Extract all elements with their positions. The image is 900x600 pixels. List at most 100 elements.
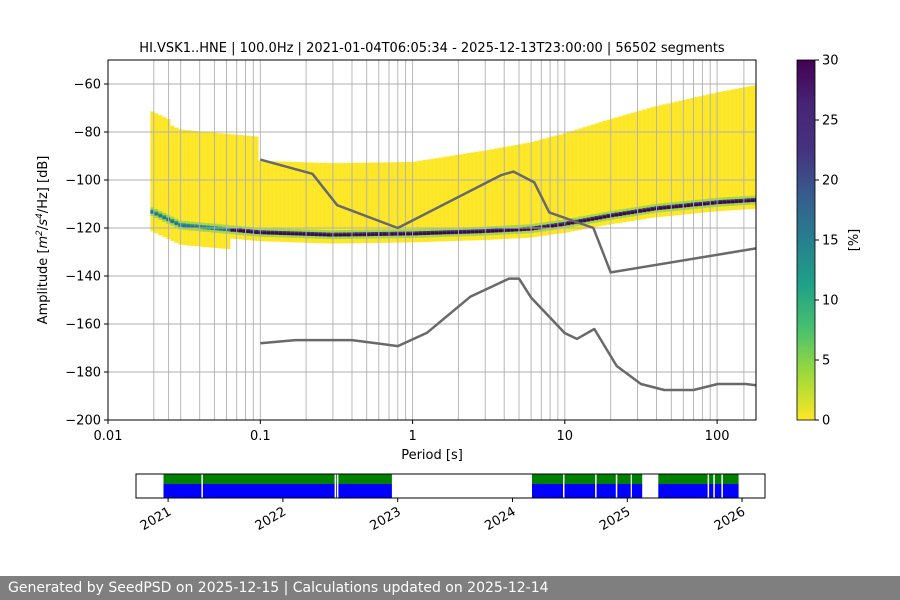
density-column	[354, 162, 359, 244]
coverage-gap	[713, 474, 715, 498]
density-mode	[250, 231, 255, 234]
grid-lines	[108, 60, 756, 420]
density-mode	[402, 233, 407, 236]
density-column	[474, 151, 479, 241]
density-mode	[582, 219, 587, 222]
density-mode	[618, 213, 623, 216]
density-column	[382, 162, 387, 243]
density-mode	[558, 224, 563, 226]
density-column	[246, 135, 251, 241]
y-tick-label: −160	[65, 318, 101, 333]
density-column	[330, 163, 335, 244]
density-mode	[434, 232, 439, 235]
density-column	[266, 161, 271, 242]
y-tick-label: −200	[65, 414, 101, 429]
density-mode	[238, 230, 243, 232]
density-mode	[190, 225, 195, 228]
density-mode	[366, 233, 371, 236]
x-tick-label: 1	[408, 429, 416, 444]
density-mode	[278, 232, 283, 235]
density-column	[514, 144, 519, 239]
density-column	[558, 134, 563, 234]
x-axis-ticks: 0.01 0.1 1 10 100	[94, 420, 730, 444]
density-column	[458, 154, 463, 241]
density-column	[602, 120, 607, 226]
density-mode	[354, 233, 359, 236]
density-mode	[726, 201, 731, 204]
density-column	[710, 93, 715, 212]
density-mode	[218, 228, 223, 231]
density-column	[746, 86, 751, 210]
density-mode	[510, 229, 515, 232]
density-mode	[306, 233, 311, 236]
density-column	[318, 162, 323, 244]
density-column	[606, 119, 611, 225]
coverage-gap	[707, 474, 710, 498]
density-column	[170, 125, 175, 241]
density-column	[590, 124, 595, 228]
density-column	[430, 158, 435, 242]
density-mode	[550, 225, 555, 228]
density-mode	[222, 228, 227, 231]
density-mode	[170, 220, 175, 223]
density-column	[702, 95, 707, 213]
density-mode	[450, 231, 455, 234]
density-mode	[506, 229, 511, 232]
density-mode	[458, 231, 463, 234]
density-column	[750, 85, 755, 210]
density-column	[294, 162, 299, 243]
density-column	[342, 163, 347, 244]
density-mode	[246, 230, 251, 233]
density-mode	[446, 231, 451, 234]
model-line-nhnm	[259, 158, 756, 274]
density-mode	[370, 233, 375, 236]
density-mode	[526, 228, 531, 231]
density-column	[698, 96, 703, 213]
density-mode	[630, 211, 635, 214]
density-column	[198, 131, 203, 247]
density-mode	[438, 232, 443, 235]
density-mode	[566, 222, 571, 225]
density-column	[674, 101, 679, 216]
density-column	[414, 161, 419, 243]
density-column	[218, 133, 223, 249]
density-column	[594, 123, 599, 227]
density-mode	[706, 202, 711, 205]
density-mode	[474, 230, 479, 233]
density-mode	[334, 234, 339, 237]
density-column	[538, 139, 543, 237]
density-column	[346, 163, 351, 244]
density-column	[686, 98, 691, 215]
density-mode	[198, 226, 203, 229]
y-tick-label: −180	[65, 366, 101, 381]
density-mode	[378, 233, 383, 236]
density-column	[254, 136, 259, 241]
density-mode	[746, 199, 751, 202]
density-mode	[406, 233, 411, 236]
density-column	[250, 136, 255, 241]
density-mode	[686, 204, 691, 207]
density-mode	[290, 232, 295, 235]
density-mode	[298, 233, 303, 236]
timeline-year-label: 2022	[253, 504, 289, 534]
density-mode	[710, 202, 715, 205]
density-mode	[714, 201, 719, 204]
density-column	[434, 158, 439, 242]
density-column	[570, 130, 575, 232]
density-mode	[678, 205, 683, 208]
density-column	[622, 115, 627, 223]
y-tick-label: −140	[65, 270, 101, 285]
chart-title: HI.VSK1..HNE | 100.0Hz | 2021-01-04T06:0…	[139, 41, 725, 56]
density-column	[194, 131, 199, 247]
density-column	[714, 92, 719, 212]
density-column	[646, 108, 651, 219]
coverage-bottom	[532, 484, 631, 498]
density-column	[734, 88, 739, 210]
density-mode	[346, 234, 351, 236]
density-mode	[722, 201, 727, 204]
density-column	[650, 107, 655, 218]
density-mode	[382, 233, 387, 236]
density-mode	[690, 204, 695, 207]
density-mode	[342, 234, 347, 236]
density-mode	[462, 231, 467, 234]
